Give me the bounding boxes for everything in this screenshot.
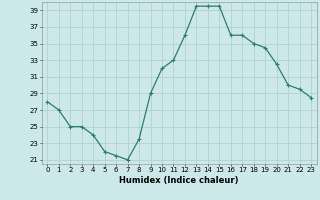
X-axis label: Humidex (Indice chaleur): Humidex (Indice chaleur) [119,176,239,185]
